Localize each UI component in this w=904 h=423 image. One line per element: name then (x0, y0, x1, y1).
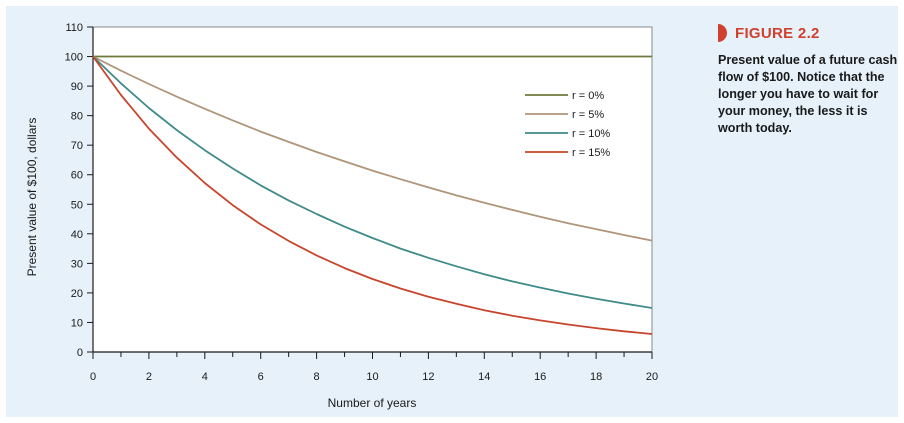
figure-panel: 0 10 20 30 40 50 60 70 80 90 100 110 0 2 4 6 8 10 12 14 16 18… (6, 6, 898, 417)
x-tick-label: 16 (534, 371, 546, 383)
y-tick-label: 10 (71, 317, 83, 329)
y-tick-label: 30 (71, 258, 83, 270)
y-axis-title: Present value of $100, dollars (25, 118, 39, 277)
figure-heading: FIGURE 2.2 (718, 24, 898, 42)
plot-area (92, 26, 653, 353)
x-tick-label: 8 (314, 371, 320, 383)
figure-caption: FIGURE 2.2 Present value of a future cas… (718, 24, 898, 137)
x-tick-label: 14 (478, 371, 490, 383)
y-tick-label: 50 (71, 199, 83, 211)
x-tick-label: 20 (646, 371, 658, 383)
x-tick-label: 4 (202, 371, 208, 383)
x-tick-label: 18 (590, 371, 602, 383)
axes: 0 10 20 30 40 50 60 70 80 90 100 110 0 2 4 6 8 10 12 14 16 18… (65, 22, 658, 383)
legend-label: r = 10% (572, 128, 610, 140)
x-tick-label: 10 (366, 371, 378, 383)
legend-label: r = 0% (572, 90, 604, 102)
series-lines (92, 55, 653, 335)
y-tick-label: 70 (71, 140, 83, 152)
series-line (92, 55, 653, 309)
legend-label: r = 5% (572, 109, 604, 121)
figure-label: FIGURE 2.2 (735, 24, 820, 42)
y-tick-label: 80 (71, 111, 83, 123)
series-line (92, 55, 653, 335)
x-tick-label: 2 (146, 371, 152, 383)
y-tick-label: 0 (77, 347, 83, 359)
x-tick-label: 12 (422, 371, 434, 383)
y-tick-label: 100 (65, 52, 83, 64)
y-tick-label: 60 (71, 170, 83, 182)
x-axis-title: Number of years (328, 396, 417, 410)
y-tick-label: 40 (71, 229, 83, 241)
y-tick-label: 20 (71, 288, 83, 300)
y-tick-label: 90 (71, 81, 83, 93)
line-chart: 0 10 20 30 40 50 60 70 80 90 100 110 0 2 4 6 8 10 12 14 16 18… (25, 22, 658, 410)
figure-marker-icon (718, 24, 727, 42)
legend-label: r = 15% (572, 147, 610, 159)
figure-caption-text: Present value of a future cash flow of $… (718, 53, 898, 135)
legend: r = 0% r = 5% r = 10% r = 15% (525, 90, 610, 159)
x-tick-label: 0 (90, 371, 96, 383)
y-tick-label: 110 (65, 22, 83, 34)
x-tick-label: 6 (258, 371, 264, 383)
series-line (92, 55, 653, 242)
